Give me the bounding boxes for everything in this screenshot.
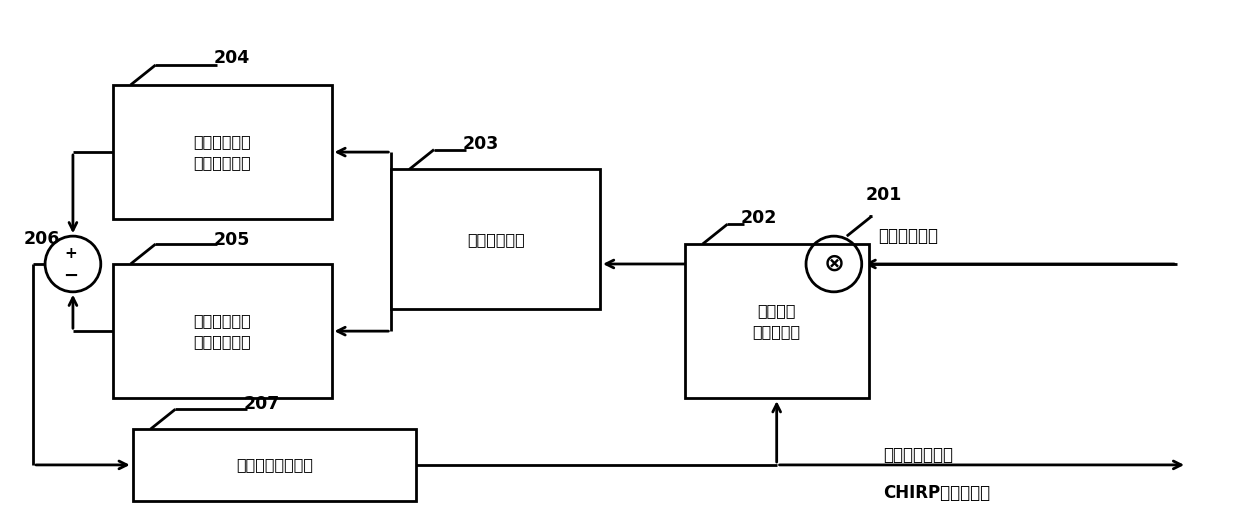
- Text: 接收到的信号: 接收到的信号: [879, 227, 939, 245]
- Text: 功率谱估计器: 功率谱估计器: [466, 232, 525, 247]
- Text: 204: 204: [214, 49, 251, 67]
- Text: CHIRP信号发生器: CHIRP信号发生器: [884, 484, 990, 502]
- Text: 206: 206: [24, 230, 60, 248]
- Text: −: −: [64, 267, 79, 285]
- Bar: [685, 244, 869, 398]
- Text: 同步时钟信号产生: 同步时钟信号产生: [236, 457, 313, 473]
- Text: 207: 207: [244, 395, 281, 413]
- Text: 去采样器和本地: 去采样器和本地: [884, 446, 954, 464]
- Text: ⊗: ⊗: [823, 252, 844, 276]
- Text: 201: 201: [865, 187, 902, 204]
- Bar: [392, 169, 600, 309]
- Text: 本地参考
信号发生器: 本地参考 信号发生器: [753, 303, 801, 340]
- Text: 最大值寻找器
（负频率域）: 最大值寻找器 （负频率域）: [193, 134, 251, 170]
- Bar: [132, 429, 416, 501]
- Text: +: +: [65, 246, 77, 261]
- Bar: [112, 85, 332, 219]
- Text: 最大值寻找器
（正频率域）: 最大值寻找器 （正频率域）: [193, 313, 251, 350]
- Text: 202: 202: [741, 209, 777, 227]
- Bar: [112, 264, 332, 398]
- Text: 205: 205: [214, 231, 251, 249]
- Text: 203: 203: [463, 135, 499, 152]
